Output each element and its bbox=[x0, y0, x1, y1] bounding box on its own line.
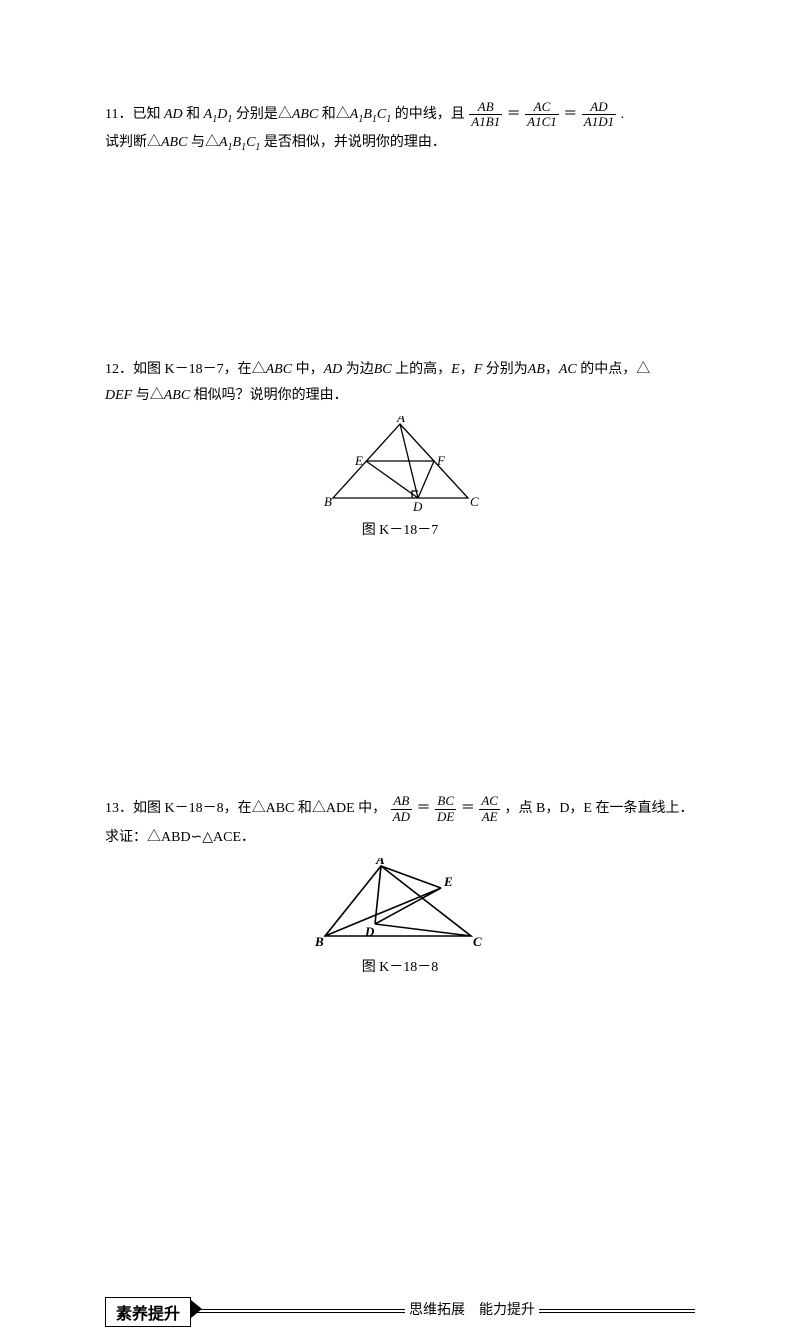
label-D: D bbox=[364, 924, 375, 939]
page-content: 11．已知 AD 和 A1D1 分别是△ABC 和△A1B1C1 的中线，且 A… bbox=[0, 0, 800, 1335]
p13-line1: 13．如图 K－18－8，在△ABC 和△ADE 中， ABAD ＝ BCDE … bbox=[105, 794, 695, 825]
label-A: A bbox=[375, 858, 385, 867]
p12-text: 12．如图 K－18－7，在△ABC 中，AD 为边BC 上的高，E，F 分别为… bbox=[105, 357, 695, 384]
label-E: E bbox=[443, 874, 453, 889]
fraction: ABA1B1 bbox=[469, 100, 502, 130]
p11-text: 分别是△ bbox=[236, 107, 292, 122]
p11-text: 的中线，且 bbox=[395, 107, 465, 122]
label-C: C bbox=[470, 494, 479, 509]
p11-A1B1C1: A1B1C1 bbox=[350, 107, 391, 122]
spacer bbox=[105, 1001, 695, 1291]
label-B: B bbox=[324, 494, 332, 509]
p11-text: 和△ bbox=[322, 107, 350, 122]
footer-arrow-icon bbox=[191, 1300, 202, 1318]
footer-text: 思维拓展 能力提升 bbox=[405, 1299, 539, 1319]
eq: ＝ bbox=[563, 107, 577, 122]
footer-box: 素养提升 bbox=[105, 1297, 191, 1327]
fraction: BCDE bbox=[435, 794, 456, 824]
label-E: E bbox=[354, 453, 363, 468]
figure-13: A B C D E 图 K－18－8 bbox=[105, 858, 695, 982]
diagram-13: A B C D E bbox=[313, 858, 488, 953]
diagram-12: A B C D E F bbox=[318, 416, 483, 516]
figure-13-caption: 图 K－18－8 bbox=[105, 955, 695, 982]
p11-text: 和 bbox=[186, 107, 200, 122]
spacer bbox=[105, 564, 695, 794]
label-B: B bbox=[314, 934, 324, 949]
label-F: F bbox=[436, 453, 446, 468]
footer-bar: 素养提升 思维拓展 能力提升 bbox=[105, 1291, 695, 1295]
p11-line2: 试判断△ABC 与△A1B1C1 是否相似，并说明你的理由． bbox=[105, 130, 695, 157]
p12-line2: DEF 与△ABC 相似吗？说明你的理由． bbox=[105, 383, 695, 410]
p11-text: 11．已知 bbox=[105, 107, 160, 122]
label-A: A bbox=[396, 416, 405, 425]
period: . bbox=[621, 107, 625, 122]
problem-12: 12．如图 K－18－7，在△ABC 中，AD 为边BC 上的高，E，F 分别为… bbox=[105, 357, 695, 545]
fraction: ADA1D1 bbox=[582, 100, 616, 130]
eq: ＝ bbox=[507, 107, 521, 122]
label-D: D bbox=[412, 499, 423, 514]
figure-12-caption: 图 K－18－7 bbox=[105, 518, 695, 545]
fraction: ABAD bbox=[391, 794, 412, 824]
label-C: C bbox=[473, 934, 482, 949]
p11-A1D1: A1D1 bbox=[204, 107, 233, 122]
p11-ABC: ABC bbox=[292, 107, 318, 122]
p11-AD: AD bbox=[164, 107, 183, 122]
problem-13: 13．如图 K－18－8，在△ABC 和△ADE 中， ABAD ＝ BCDE … bbox=[105, 794, 695, 981]
figure-12: A B C D E F 图 K－18－7 bbox=[105, 416, 695, 545]
spacer bbox=[105, 177, 695, 357]
fraction: ACA1C1 bbox=[525, 100, 559, 130]
problem-11: 11．已知 AD 和 A1D1 分别是△ABC 和△A1B1C1 的中线，且 A… bbox=[105, 100, 695, 157]
p13-line2: 求证：△ABD∽△ACE． bbox=[105, 825, 695, 852]
fraction: ACAE bbox=[479, 794, 500, 824]
